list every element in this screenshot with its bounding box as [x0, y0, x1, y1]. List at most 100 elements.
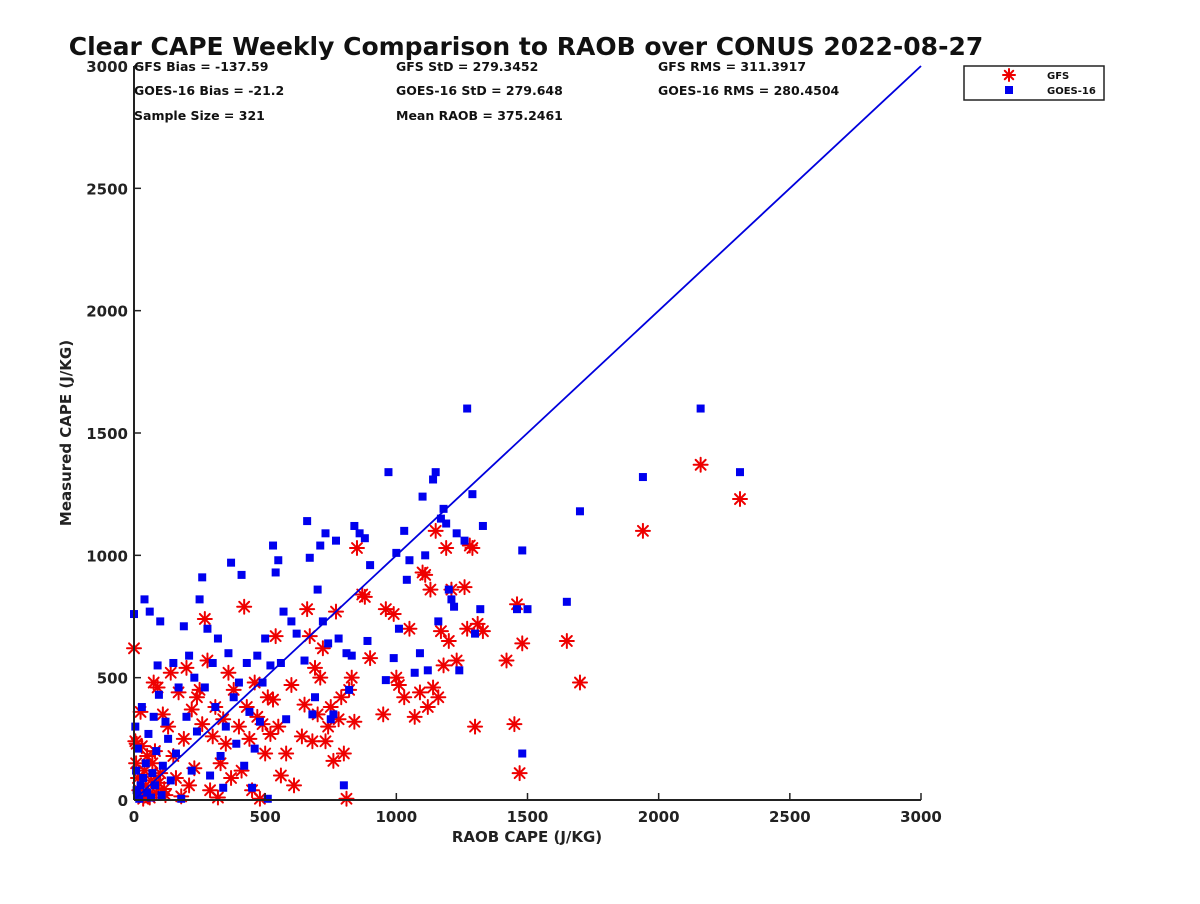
goes-16-point — [392, 548, 401, 557]
goes-16-point — [242, 658, 251, 667]
goes-16-point — [350, 521, 359, 530]
goes-16-point — [423, 666, 432, 675]
gfs-point — [257, 745, 274, 762]
axes: 0 500 1000 1500 2000 2500 3000 0 500 1000 1500 2000… — [86, 58, 942, 826]
goes-16-point — [237, 570, 246, 579]
goes-16-point — [324, 639, 333, 648]
gfs-point — [390, 677, 407, 694]
goes-16-point — [355, 529, 364, 538]
goes-16-point — [166, 776, 175, 785]
gfs-point — [338, 790, 355, 807]
gfs-point — [438, 539, 455, 556]
gfs-point — [317, 733, 334, 750]
gfs-point — [322, 699, 339, 716]
goes-16-point — [245, 707, 254, 716]
gfs-point — [464, 539, 481, 556]
goes-16-point — [279, 607, 288, 616]
gfs-point — [692, 456, 709, 473]
goes-16-point — [255, 717, 264, 726]
gfs-point — [225, 681, 242, 698]
goes-16-point — [389, 654, 398, 663]
gfs-point — [432, 623, 449, 640]
y-tick-label: 2000 — [86, 303, 128, 321]
goes-16-point — [326, 715, 335, 724]
goes-16-point — [518, 749, 527, 758]
goes-16-point — [150, 781, 159, 790]
goes-16-point — [219, 783, 228, 792]
gfs-point — [241, 730, 258, 747]
plot-area — [126, 65, 922, 807]
x-tick-label: 3000 — [900, 808, 942, 826]
goes-16-point — [452, 529, 461, 538]
goes-16-point — [250, 744, 259, 753]
gfs-point — [262, 725, 279, 742]
goes-16-point — [135, 794, 144, 803]
gfs-point — [467, 718, 484, 735]
stat-goes-bias: GOES-16 Bias = -21.2 — [134, 83, 284, 98]
gfs-point — [430, 689, 447, 706]
goes-16-point — [429, 475, 438, 484]
stat-gfs-rms: GFS RMS = 311.3917 — [658, 59, 806, 74]
goes-16-point — [342, 649, 351, 658]
goes-16-point — [334, 634, 343, 643]
goes-16-point — [476, 605, 485, 614]
goes-16-point — [185, 651, 194, 660]
goes-16-point — [303, 517, 312, 526]
x-tick-label: 2500 — [769, 808, 811, 826]
gfs-point — [346, 713, 363, 730]
goes-16-point — [216, 751, 225, 760]
goes-16-point — [366, 561, 375, 570]
goes-16-point — [305, 553, 314, 562]
goes-16-point — [136, 781, 145, 790]
legend: GFS GOES-16 — [963, 65, 1105, 101]
gfs-point — [511, 765, 528, 782]
gfs-point — [343, 669, 360, 686]
goes-16-point — [402, 575, 411, 584]
goes-16-point — [261, 634, 270, 643]
gfs-point — [204, 728, 221, 745]
goes-16-point — [384, 468, 393, 477]
goes-16-point — [192, 727, 201, 736]
gfs-point — [149, 679, 166, 696]
gfs-point — [304, 733, 321, 750]
gfs-point — [411, 684, 428, 701]
x-axis-label: RAOB CAPE (J/KG) — [452, 828, 602, 846]
stats-block: GFS Bias = -137.59 GFS StD = 279.3452 GF… — [134, 59, 840, 123]
gfs-point — [514, 635, 531, 652]
goes-16-point — [137, 703, 146, 712]
gfs-point — [356, 588, 373, 605]
goes-16-point — [316, 541, 325, 550]
goes-16-point — [132, 786, 141, 795]
goes-16-point — [455, 666, 464, 675]
goes-16-point — [139, 773, 148, 782]
legend-gfs-label: GFS — [1047, 71, 1069, 82]
gfs-point — [267, 628, 284, 645]
gfs-point — [296, 696, 313, 713]
goes-16-point — [147, 793, 156, 802]
gfs-point — [456, 579, 473, 596]
gfs-point — [272, 767, 289, 784]
gfs-point — [312, 669, 329, 686]
gfs-point — [278, 745, 295, 762]
goes-16-point — [318, 617, 327, 626]
goes-16-point — [271, 568, 280, 577]
goes-16-point — [329, 710, 338, 719]
y-tick-label: 1000 — [86, 547, 128, 565]
goes-16-point — [171, 749, 180, 758]
y-axis-label: Measured CAPE (J/KG) — [57, 340, 75, 526]
goes-16-point — [513, 605, 522, 614]
gfs-point — [362, 650, 379, 667]
goes-16-point — [345, 685, 354, 694]
goes-16-point — [132, 766, 141, 775]
goes-16-point — [313, 585, 322, 594]
goes-16-point — [145, 607, 154, 616]
goes-16-point — [439, 504, 448, 513]
goes-16-point — [347, 651, 356, 660]
gfs-point — [440, 632, 457, 649]
y-tick-label: 3000 — [86, 58, 128, 76]
goes-16-point — [263, 794, 272, 803]
x-tick-label: 1500 — [507, 808, 549, 826]
gfs-point — [422, 581, 439, 598]
stat-goes-std: GOES-16 StD = 279.648 — [396, 83, 563, 98]
